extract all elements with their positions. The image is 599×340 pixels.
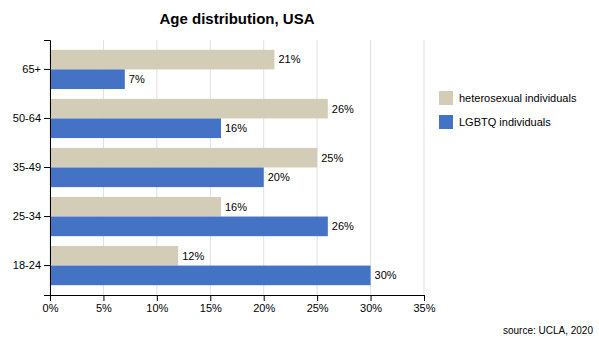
data-label: 26% <box>332 103 354 115</box>
y-axis: 65+ 50-64 35-49 25-34 18-24 <box>13 41 51 296</box>
tick: 5% <box>96 295 112 314</box>
tick-label: 0% <box>43 302 59 314</box>
tick-mark <box>210 295 211 301</box>
tick-mark <box>371 295 372 301</box>
tick: 30% <box>360 295 382 314</box>
data-label: 16% <box>225 122 247 134</box>
bar <box>50 246 178 266</box>
chart: 21% 26% 25% 16% 12% 7% 16% 20% 26% 30% 0% 5% 10% 15% 2… <box>0 0 599 340</box>
data-label: 12% <box>182 250 204 262</box>
tick-mark <box>44 69 50 70</box>
bar <box>50 148 317 168</box>
bar <box>50 266 371 286</box>
tick-mark <box>317 295 318 301</box>
data-label: 26% <box>332 220 354 232</box>
tick-label: 65+ <box>22 63 41 75</box>
bar <box>50 168 264 188</box>
tick-label: 20% <box>253 302 275 314</box>
data-label: 21% <box>278 53 300 65</box>
bar <box>50 99 328 119</box>
tick: 35% <box>413 295 435 314</box>
tick-label: 30% <box>360 302 382 314</box>
legend-swatch <box>439 115 453 129</box>
bar <box>50 217 328 237</box>
plot: 21% 26% 25% 16% 12% 7% 16% 20% 26% 30% 0% 5% 10% 15% 2… <box>13 40 436 314</box>
tick: 18-24 <box>13 259 50 271</box>
tick: 25% <box>307 295 329 314</box>
legend: heterosexual individuals LGBTQ individual… <box>439 91 577 129</box>
bars <box>50 50 371 285</box>
axis-line <box>44 41 51 296</box>
data-labels: 21% 26% 25% 16% 12% 7% 16% 20% 26% 30% <box>129 53 397 281</box>
tick-label: 35-49 <box>13 161 41 173</box>
tick: 35-49 <box>13 161 50 173</box>
bar <box>50 118 221 138</box>
data-label: 30% <box>375 269 397 281</box>
tick-mark <box>44 167 50 168</box>
data-label: 7% <box>129 73 145 85</box>
tick: 15% <box>200 295 222 314</box>
legend-swatch <box>439 91 453 105</box>
annotation: source: UCLA, 2020 <box>503 325 593 336</box>
legend-label: LGBTQ individuals <box>459 116 551 128</box>
legend-label: heterosexual individuals <box>459 92 577 104</box>
tick: 0% <box>43 295 59 314</box>
tick-label: 18-24 <box>13 259 41 271</box>
legend-item: LGBTQ individuals <box>439 115 551 129</box>
tick-mark <box>44 216 50 217</box>
grid-line <box>370 40 371 295</box>
tick-mark <box>264 295 265 301</box>
data-label: 20% <box>268 171 290 183</box>
tick-label: 25-34 <box>13 210 41 222</box>
tick: 20% <box>253 295 275 314</box>
bar <box>50 197 221 217</box>
tick: 25-34 <box>13 210 50 222</box>
grid-line <box>424 40 425 295</box>
title: Age distribution, USA <box>160 10 315 27</box>
tick: 50-64 <box>13 112 50 124</box>
tick-mark <box>157 295 158 301</box>
bar <box>50 50 274 70</box>
legend-item: heterosexual individuals <box>439 91 577 105</box>
tick-label: 5% <box>96 302 112 314</box>
tick-label: 35% <box>413 302 435 314</box>
tick-label: 10% <box>146 302 168 314</box>
tick: 65+ <box>22 63 50 75</box>
tick-mark <box>103 295 104 301</box>
bar <box>50 69 125 89</box>
tick-mark <box>44 265 50 266</box>
data-label: 25% <box>321 152 343 164</box>
x-axis: 0% 5% 10% 15% 20% 25% 30% 35% <box>43 295 436 314</box>
tick-label: 15% <box>200 302 222 314</box>
tick-mark <box>44 118 50 119</box>
tick-label: 50-64 <box>13 112 41 124</box>
data-label: 16% <box>225 201 247 213</box>
tick: 10% <box>146 295 168 314</box>
grid <box>50 40 424 295</box>
axis-line <box>51 296 425 302</box>
tick-mark <box>424 295 425 301</box>
tick-label: 25% <box>307 302 329 314</box>
